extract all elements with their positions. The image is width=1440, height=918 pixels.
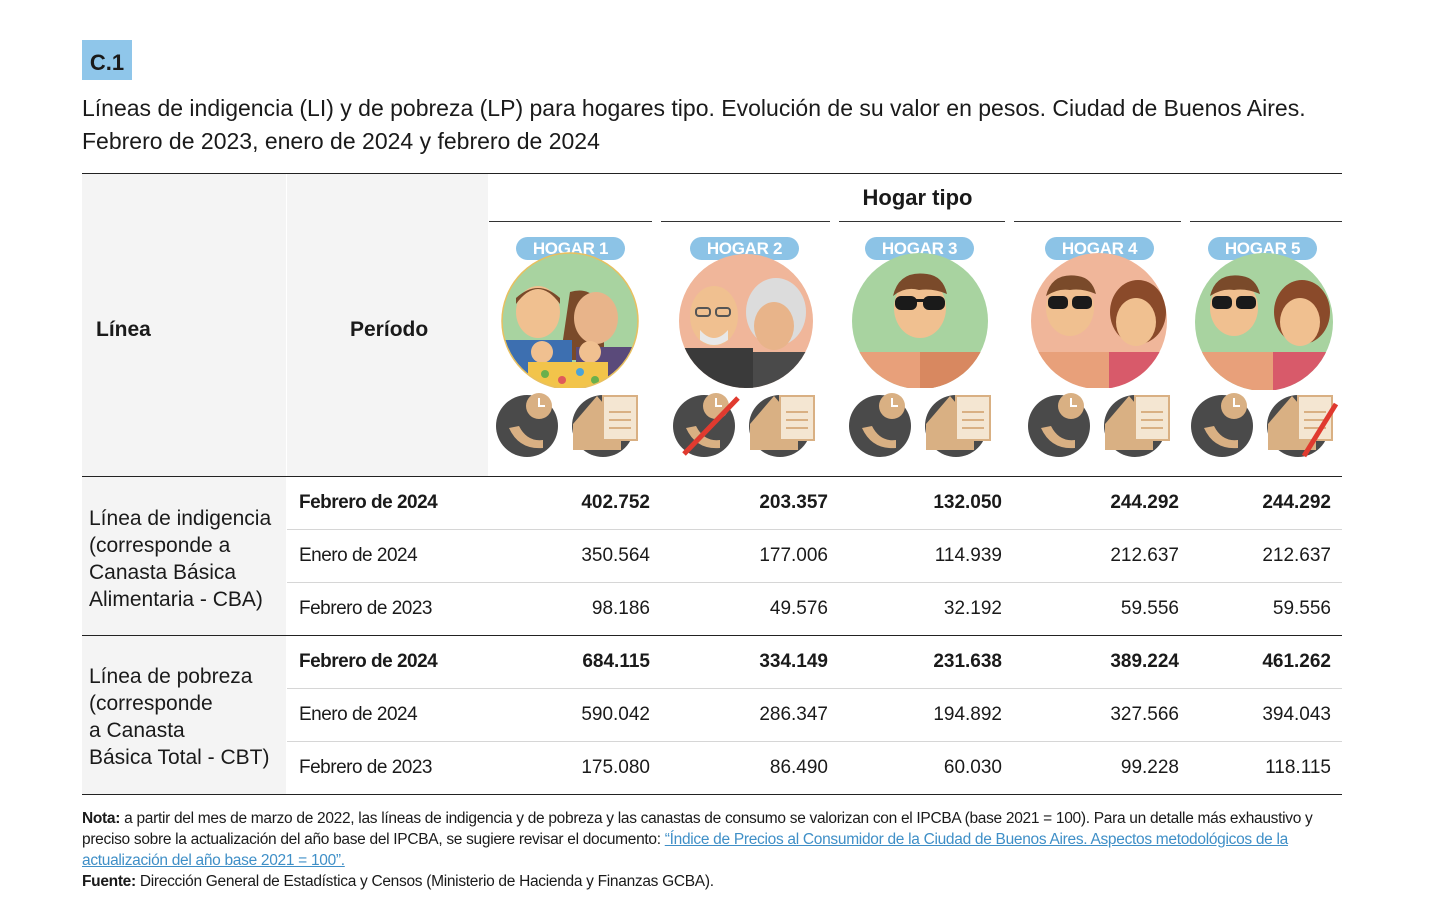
- table-cell: 99.228: [1120, 757, 1179, 778]
- header-rule-5: [1190, 221, 1342, 222]
- row-divider: [287, 688, 1342, 689]
- hogar-1-care-home-icons: [496, 393, 638, 457]
- hogar-5-care-home-icons: [1191, 393, 1339, 458]
- header-rule-2: [661, 221, 830, 222]
- row-divider: [287, 582, 1342, 583]
- table-cell: 175.080: [581, 757, 650, 778]
- row-period: Febrero de 2024: [299, 651, 438, 672]
- table-cell: 118.115: [1265, 757, 1331, 778]
- row-period: Febrero de 2023: [299, 598, 433, 619]
- table-cell: 244.292: [1110, 492, 1179, 513]
- table-cell: 461.262: [1262, 651, 1331, 672]
- table-cell: 114.939: [934, 545, 1002, 566]
- table-cell: 203.357: [759, 492, 828, 513]
- group-1-label: Línea de indigencia (corresponde a Canas…: [89, 507, 272, 611]
- table-cell: 402.752: [581, 492, 650, 513]
- table-cell: 60.030: [943, 757, 1002, 778]
- table-cell: 212.637: [1110, 545, 1179, 566]
- header-rule-4: [1014, 221, 1181, 222]
- header-linea: Línea: [96, 318, 151, 341]
- header-rule-1: [489, 221, 652, 222]
- table-cell: 244.292: [1262, 492, 1331, 513]
- table-cell: 194.892: [933, 704, 1002, 725]
- header-hogar-tipo: Hogar tipo: [862, 185, 973, 210]
- hogar-2-label: HOGAR 2: [690, 237, 799, 260]
- group-2-label: Línea de pobreza (corresponde a Canasta …: [89, 665, 270, 769]
- header-bottom-rule: [82, 476, 1342, 477]
- table-cell: 49.576: [769, 598, 828, 619]
- hogar-3-man-icon: [852, 253, 988, 388]
- table-cell: 177.006: [759, 545, 828, 566]
- row-period: Enero de 2024: [299, 545, 418, 566]
- table-cell: 59.556: [1120, 598, 1179, 619]
- fuente: Fuente: Dirección General de Estadística…: [82, 873, 714, 890]
- footnotes: Nota: a partir del mes de marzo de 2022,…: [82, 808, 1344, 892]
- table-cell: 684.115: [582, 651, 650, 672]
- header-col-linea-bg: [82, 174, 286, 476]
- row-period: Febrero de 2023: [299, 757, 433, 778]
- table-cell: 394.043: [1262, 704, 1331, 725]
- table-cell: 590.042: [581, 704, 650, 725]
- header-periodo: Período: [350, 318, 429, 341]
- row-divider: [287, 529, 1342, 530]
- table-cell: 98.186: [591, 598, 650, 619]
- table-cell: 327.566: [1110, 704, 1179, 725]
- hogar-4-label: HOGAR 4: [1045, 237, 1154, 260]
- table-cell: 59.556: [1272, 598, 1331, 619]
- table-bottom-rule: [82, 794, 1342, 795]
- table-cell: 231.638: [933, 651, 1002, 672]
- page-title: Líneas de indigencia (LI) y de pobreza (…: [82, 92, 1352, 158]
- table-cell: 132.050: [933, 492, 1002, 513]
- title-line-2: Febrero de 2023, enero de 2024 y febrero…: [82, 128, 600, 154]
- hogar-2-care-home-icons: [673, 393, 815, 457]
- hogar-1-family-icon: [501, 252, 639, 388]
- hogar-5-couple-icon: [1195, 253, 1333, 390]
- hogar-5-label: HOGAR 5: [1208, 237, 1317, 260]
- table-cell: 32.192: [943, 598, 1002, 619]
- group-divider: [82, 635, 1342, 636]
- table-top-rule: [82, 173, 1342, 174]
- hogar-1-label: HOGAR 1: [516, 237, 625, 260]
- hogar-3-care-home-icons: [849, 393, 991, 457]
- hogar-2-elderly-couple-icon: [679, 254, 813, 388]
- table-tag: C.1: [82, 40, 132, 80]
- table-cell: 334.149: [759, 651, 828, 672]
- hogar-3-label: HOGAR 3: [865, 237, 974, 260]
- table-cell: 350.564: [581, 545, 650, 566]
- table-cell: 212.637: [1262, 545, 1331, 566]
- group-2-label-bg: [82, 636, 286, 794]
- header-rule-3: [839, 221, 1005, 222]
- title-line-1: Líneas de indigencia (LI) y de pobreza (…: [82, 95, 1306, 121]
- row-period: Febrero de 2024: [299, 492, 438, 513]
- table-cell: 389.224: [1110, 651, 1179, 672]
- row-divider: [287, 741, 1342, 742]
- nota: Nota: a partir del mes de marzo de 2022,…: [82, 810, 1313, 869]
- row-period: Enero de 2024: [299, 704, 418, 725]
- table-cell: 86.490: [769, 757, 828, 778]
- hogar-4-couple-icon: [1031, 253, 1167, 388]
- table-cell: 286.347: [759, 704, 828, 725]
- group-1-label-bg: [82, 477, 286, 635]
- header-col-periodo-bg: [287, 174, 488, 476]
- hogar-4-care-home-icons: [1028, 393, 1170, 457]
- methodology-link[interactable]: “Índice de Precios al Consumidor de la C…: [82, 831, 1288, 869]
